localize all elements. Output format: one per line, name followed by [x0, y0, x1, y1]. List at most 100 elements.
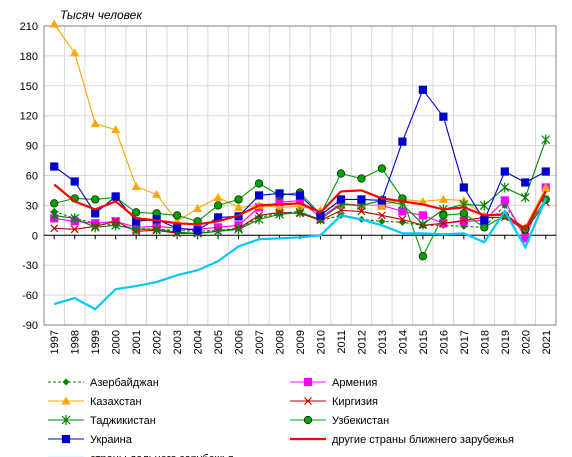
- y-tick-label: 150: [20, 81, 38, 93]
- data-point: [521, 178, 530, 187]
- data-point: [254, 191, 264, 200]
- data-point: [459, 217, 468, 226]
- x-tick-label: 2007: [254, 330, 266, 354]
- data-point: [500, 196, 509, 205]
- data-point: [61, 396, 71, 405]
- plot-frame: [43, 25, 557, 326]
- data-point: [357, 207, 366, 216]
- data-point: [131, 224, 141, 235]
- data-point: [131, 181, 141, 190]
- data-point: [303, 415, 313, 425]
- x-tick-label: 2013: [377, 330, 389, 354]
- data-point: [480, 216, 489, 225]
- data-point: [152, 224, 162, 235]
- data-point: [304, 397, 312, 405]
- data-point: [459, 209, 468, 218]
- data-point: [275, 189, 284, 198]
- grid-layer: [43, 25, 557, 326]
- data-point: [213, 201, 223, 210]
- data-point: [62, 378, 70, 386]
- legend-label: Киргизия: [332, 396, 378, 408]
- data-point: [234, 195, 243, 204]
- y-tick-label: 90: [26, 141, 38, 153]
- legend-label: Азербайджан: [90, 377, 159, 389]
- data-point: [459, 183, 468, 192]
- x-tick-label: 2009: [295, 330, 307, 354]
- data-point: [173, 211, 182, 220]
- data-point: [459, 216, 468, 225]
- legend-item: Узбекистан: [290, 415, 389, 427]
- data-point: [377, 164, 387, 173]
- x-tick-label: 2001: [131, 330, 143, 354]
- data-point: [234, 224, 243, 235]
- legend: Азербайджан Армения Казахстан Киргизия Таджи…: [48, 377, 514, 457]
- x-tick-label: 2003: [172, 330, 184, 354]
- data-point: [213, 226, 223, 237]
- data-point: [91, 209, 100, 218]
- y-tick-label: 210: [20, 21, 38, 33]
- y-tick-label: -30: [22, 260, 38, 272]
- y-tick-label: 180: [20, 51, 38, 63]
- data-point: [152, 189, 162, 198]
- data-point: [111, 192, 120, 201]
- data-point: [91, 195, 100, 204]
- data-point: [50, 199, 59, 208]
- legend-item: Украина: [48, 434, 133, 446]
- x-tick-label: 2021: [541, 330, 553, 354]
- legend-item: другие страны ближнего зарубежья: [290, 434, 514, 446]
- x-tick-label: 1997: [49, 330, 61, 354]
- series-4: [49, 134, 551, 239]
- x-tick-label: 2008: [275, 330, 287, 354]
- data-point: [398, 215, 407, 224]
- data-point: [541, 182, 551, 191]
- data-point: [61, 415, 71, 425]
- x-tick-label: 2006: [234, 330, 246, 354]
- legend-label: Узбекистан: [332, 415, 389, 427]
- data-point: [439, 112, 448, 121]
- data-point: [234, 202, 244, 211]
- data-point: [541, 134, 551, 145]
- data-point: [438, 194, 448, 203]
- data-point: [439, 211, 448, 220]
- x-tick-label: 2020: [520, 330, 532, 354]
- data-point: [275, 209, 284, 220]
- data-point: [49, 210, 59, 221]
- x-tick-label: 2016: [438, 330, 450, 354]
- data-point: [377, 196, 387, 205]
- data-point: [90, 222, 100, 233]
- data-point: [500, 167, 509, 176]
- legend-label: Украина: [90, 434, 133, 446]
- data-point: [61, 434, 71, 444]
- y-tick-label: 120: [20, 111, 38, 123]
- legend-label: Таджикистан: [90, 415, 156, 427]
- data-point: [500, 182, 510, 193]
- x-tick-label: 2010: [315, 330, 327, 354]
- series-7: [53, 183, 547, 231]
- data-point: [50, 224, 59, 233]
- series-line: [53, 197, 547, 311]
- series-8: [53, 197, 547, 311]
- data-point: [418, 211, 427, 220]
- data-point: [49, 19, 59, 28]
- data-point: [254, 179, 264, 188]
- data-point: [541, 167, 550, 176]
- data-point: [336, 169, 346, 178]
- x-tick-label: 2012: [356, 330, 368, 354]
- x-tick-label: 2014: [397, 330, 409, 354]
- data-point: [70, 225, 79, 234]
- data-point: [111, 220, 121, 231]
- data-point: [357, 195, 366, 204]
- data-point: [213, 192, 223, 201]
- x-tick-label: 2005: [213, 330, 225, 354]
- x-tick-label: 2002: [152, 330, 164, 354]
- data-point: [132, 208, 141, 217]
- data-point: [70, 213, 80, 224]
- data-point: [193, 203, 203, 212]
- legend-label: другие страны ближнего зарубежья: [332, 434, 514, 446]
- data-point: [398, 137, 407, 146]
- y-tick-label: -90: [22, 320, 38, 332]
- data-point: [377, 211, 386, 220]
- legend-item: Азербайджан: [48, 377, 159, 389]
